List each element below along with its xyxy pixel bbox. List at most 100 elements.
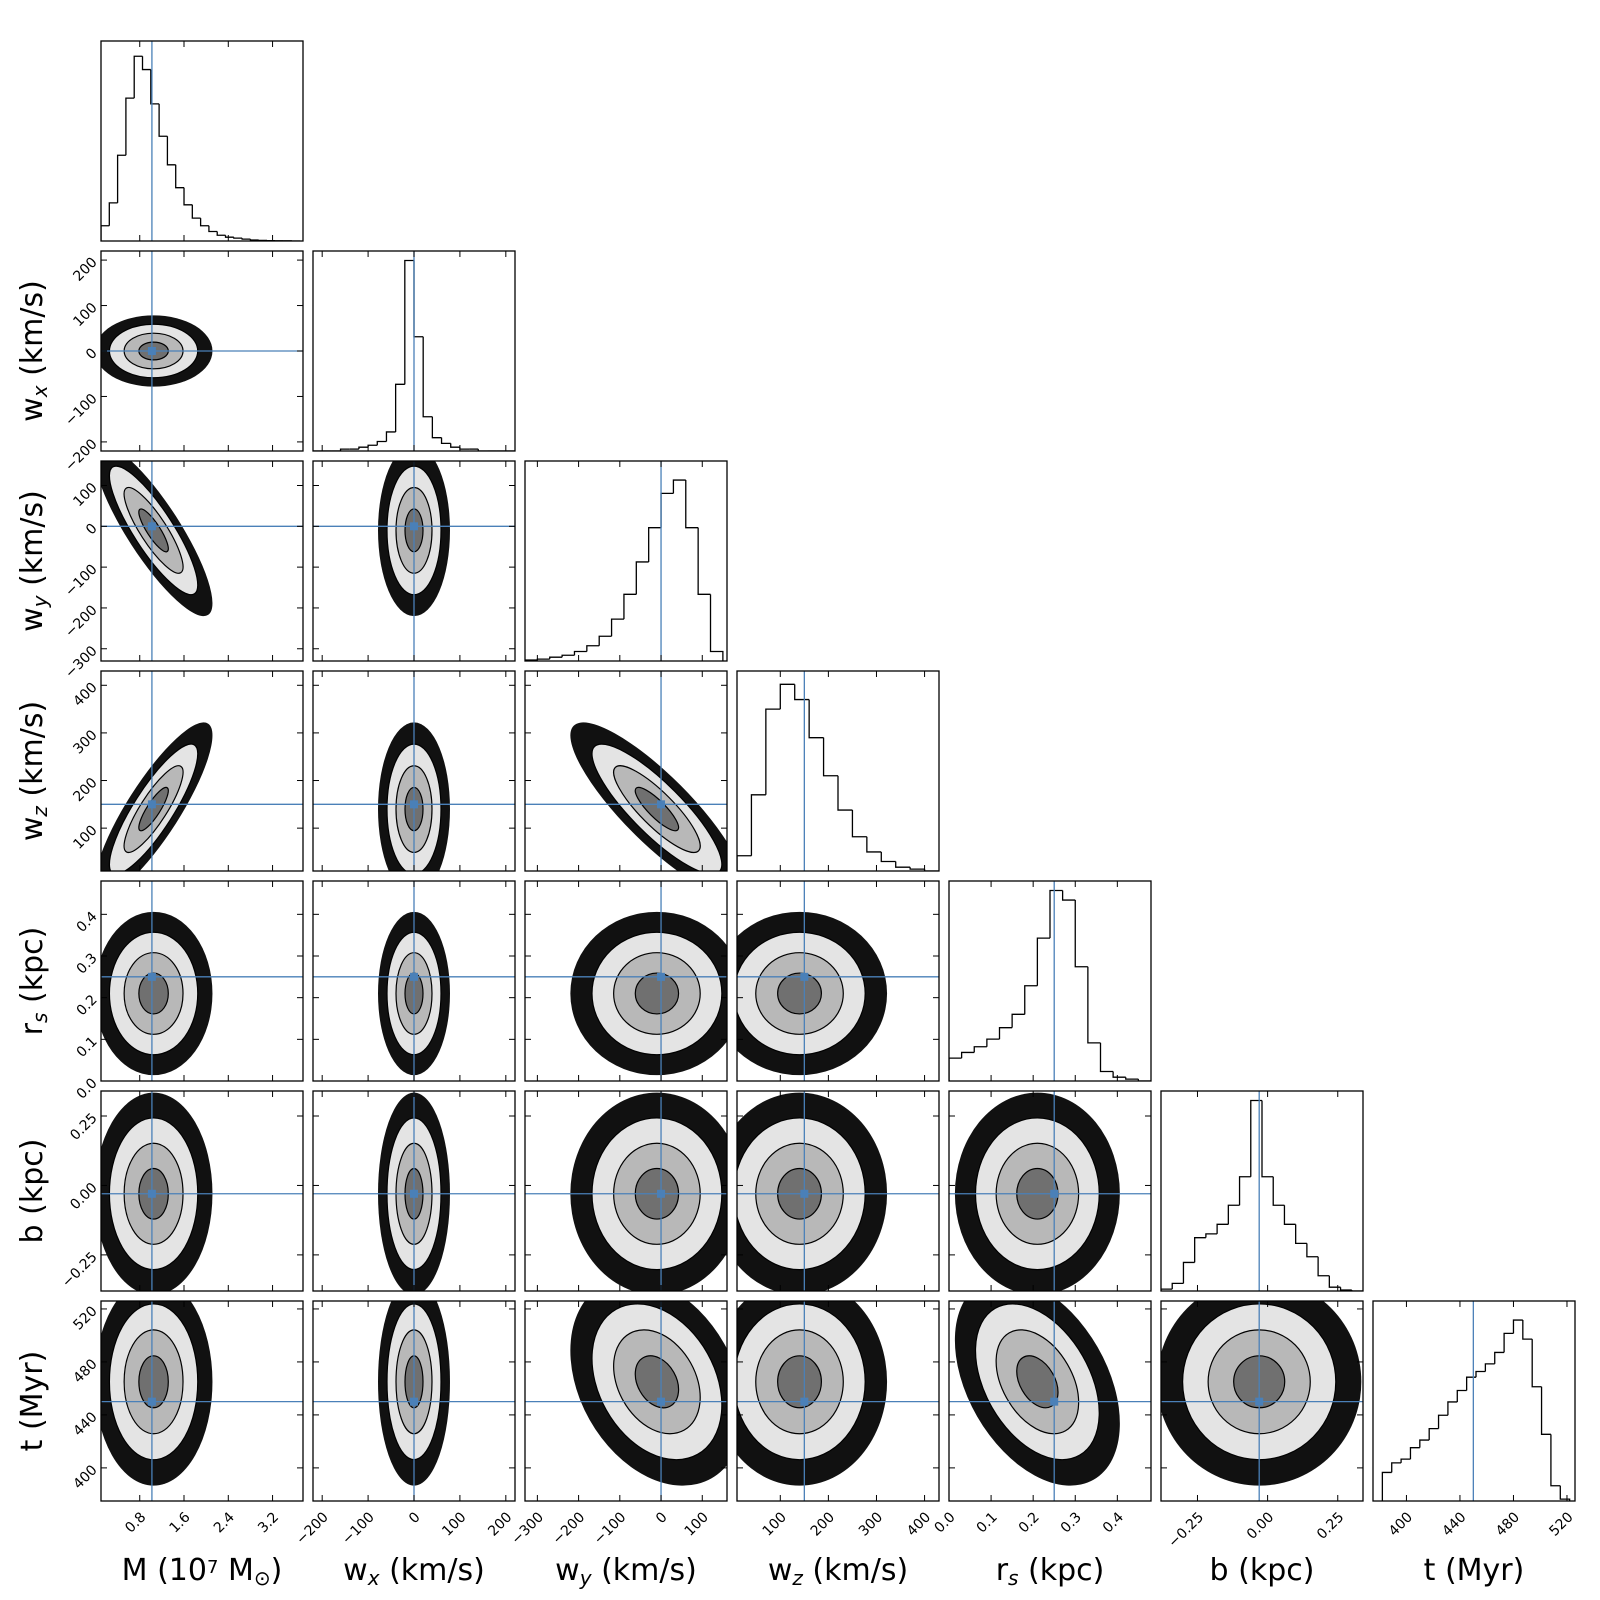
- panel: [948, 1090, 1152, 1292]
- panel-content: [525, 671, 727, 871]
- histogram-step: [1074, 900, 1088, 968]
- y-tick-label: 400: [70, 1462, 100, 1492]
- panel-frame: [948, 1090, 1152, 1292]
- histogram-step: [1171, 1282, 1184, 1290]
- y-tick-label: 300: [70, 727, 100, 757]
- histogram-step: [404, 259, 414, 385]
- histogram-step: [1419, 1439, 1430, 1448]
- panel-frame: [736, 1300, 940, 1502]
- histogram-step: [101, 225, 110, 241]
- x-tick-label: 440: [1439, 1509, 1469, 1539]
- histogram-step: [233, 237, 243, 239]
- histogram-step: [158, 103, 168, 137]
- panel: 100 200 300 400: [70, 670, 304, 872]
- x-tick-label: 0: [406, 1509, 424, 1527]
- histogram-step: [1216, 1223, 1229, 1234]
- panel-content: [313, 461, 515, 661]
- panel: −0.25 0.00 0.25: [59, 1090, 304, 1292]
- histogram-step: [949, 1057, 962, 1081]
- label-part: 7: [207, 1557, 218, 1578]
- histogram-step: [536, 658, 550, 661]
- histogram-step: [1087, 966, 1101, 1044]
- panel-content: [525, 1091, 727, 1291]
- axis-label: wx (km/s): [15, 280, 52, 422]
- histogram-step: [1494, 1351, 1505, 1364]
- histogram-step: [175, 164, 185, 189]
- panel-frame: [524, 460, 728, 662]
- panel-content: [949, 1091, 1151, 1291]
- histogram-step: [241, 238, 251, 240]
- histogram-step: [986, 1038, 1000, 1047]
- y-tick-label: 100: [70, 300, 100, 330]
- y-tick-label: 0.3: [74, 950, 101, 977]
- panel: −300−200−100 0 100: [508, 1300, 728, 1548]
- y-tick-label: 0.4: [74, 909, 101, 936]
- histogram-step: [998, 1027, 1013, 1040]
- histogram-step: [837, 775, 853, 811]
- panel-content: [313, 881, 515, 1081]
- x-tick-label: 100: [682, 1509, 712, 1539]
- histogram-step: [440, 437, 451, 445]
- y-tick-label: −200: [62, 602, 101, 641]
- histogram-step: [765, 708, 781, 795]
- y-tick-label: −100: [62, 391, 101, 430]
- panel: 400 440 480 520 0.8 1.6 2.4 3.2: [70, 1300, 304, 1536]
- histogram-step: [1512, 1319, 1523, 1334]
- histogram-step: [794, 684, 810, 701]
- histogram-step: [1475, 1370, 1486, 1378]
- density-contour: [1016, 1355, 1059, 1409]
- panel: 0.0 0.1 0.2 0.3 0.4: [74, 880, 304, 1102]
- panel-frame: [100, 670, 304, 872]
- histogram-step: [1531, 1339, 1542, 1388]
- histogram-step: [660, 492, 674, 528]
- panel-content: [737, 1091, 939, 1291]
- panel-frame: [100, 1300, 304, 1502]
- panel-frame: [1372, 1300, 1576, 1502]
- panel: [312, 460, 516, 662]
- truth-point: [1050, 1189, 1059, 1198]
- x-tick-label: −300: [508, 1509, 547, 1548]
- panel-content: [737, 671, 939, 871]
- y-tick-label: 100: [70, 822, 100, 852]
- panel: −0.25 0.00 0.25: [1160, 1300, 1364, 1551]
- panel-frame: [736, 670, 940, 872]
- histogram-step: [895, 861, 911, 868]
- histogram-step: [1447, 1401, 1458, 1416]
- label-part: b (kpc): [1210, 1553, 1315, 1588]
- histogram-step: [1011, 1013, 1025, 1028]
- panel-frame: [312, 250, 516, 452]
- histogram-step: [1381, 1471, 1392, 1501]
- panel: [312, 880, 516, 1082]
- histogram-step: [216, 231, 226, 236]
- histogram-step: [525, 659, 538, 661]
- histogram-step: [1112, 1071, 1126, 1078]
- truth-point: [1255, 1397, 1264, 1406]
- panel: [100, 40, 304, 242]
- label-part: t (Myr): [15, 1351, 50, 1452]
- panel-content: [1161, 1091, 1363, 1291]
- x-tick-label: −100: [339, 1509, 378, 1548]
- x-tick-label: 100: [760, 1509, 790, 1539]
- histogram-step: [709, 594, 724, 661]
- axis-label: M (107 M⊙): [122, 1553, 283, 1590]
- y-tick-label: 520: [70, 1303, 100, 1333]
- x-tick-label: 1.6: [167, 1509, 194, 1536]
- label-part: b (kpc): [15, 1139, 50, 1244]
- panel-frame: [948, 1300, 1152, 1502]
- panel: 400 440 480 520: [1372, 1300, 1577, 1540]
- y-tick-label: 0.00: [67, 1180, 100, 1213]
- truth-point: [657, 1397, 666, 1406]
- x-tick-label: −100: [591, 1509, 630, 1548]
- panel-frame: [100, 460, 304, 662]
- histogram-step: [1161, 1288, 1173, 1291]
- panel-content: [525, 881, 727, 1081]
- histogram-step: [116, 154, 126, 203]
- panel: [524, 460, 728, 662]
- truth-point: [147, 972, 156, 981]
- density-contour: [634, 972, 680, 1015]
- histogram-step: [1328, 1275, 1341, 1288]
- panel-frame: [524, 1300, 728, 1502]
- panel: [948, 880, 1152, 1082]
- histogram-step: [960, 1051, 975, 1059]
- panel-frame: [100, 1090, 304, 1292]
